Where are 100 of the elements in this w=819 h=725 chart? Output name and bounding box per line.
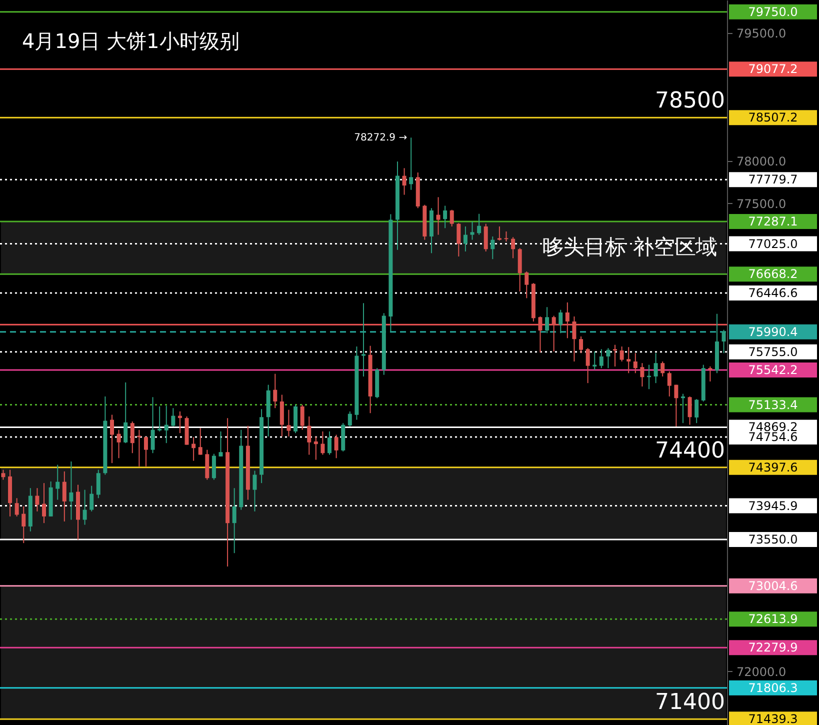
ref-line-label: 75755.0 bbox=[748, 344, 798, 359]
candlestick bbox=[565, 302, 570, 339]
ref-line-label: 75990.4 bbox=[748, 324, 798, 339]
candlestick bbox=[212, 453, 216, 480]
ref-line-label: 78507.2 bbox=[748, 110, 798, 125]
candlestick bbox=[497, 226, 502, 241]
candlestick bbox=[443, 205, 448, 229]
candlestick bbox=[654, 352, 658, 384]
candlestick bbox=[572, 316, 576, 362]
y-tick-label: 77500.0 bbox=[736, 196, 786, 211]
candlestick bbox=[694, 398, 699, 424]
candlestick bbox=[334, 434, 338, 459]
annotation: 74400 bbox=[655, 438, 725, 464]
ref-line-label: 73550.0 bbox=[748, 532, 798, 546]
candlestick bbox=[205, 449, 210, 480]
ref-line-label: 73004.6 bbox=[748, 578, 798, 593]
candlestick bbox=[558, 309, 563, 334]
ref-line-label: 72279.9 bbox=[748, 640, 798, 655]
candlestick bbox=[286, 409, 291, 437]
candlestick bbox=[620, 346, 624, 362]
candlestick bbox=[511, 236, 516, 259]
candlestick bbox=[490, 236, 495, 260]
candlestick bbox=[660, 360, 665, 377]
candlestick bbox=[124, 382, 128, 444]
candlestick bbox=[130, 420, 134, 454]
annotation: 78500 bbox=[655, 88, 725, 114]
candlestick bbox=[90, 485, 94, 512]
candlestick bbox=[314, 436, 318, 460]
candlestick bbox=[722, 329, 726, 354]
candlestick bbox=[252, 470, 257, 512]
candlestick bbox=[579, 336, 584, 354]
candlestick bbox=[613, 344, 618, 367]
ref-line-label: 71806.3 bbox=[748, 680, 798, 695]
text: 4月19日 大饼1小时级别 bbox=[22, 29, 240, 53]
y-tick-label: 78000.0 bbox=[736, 154, 786, 168]
ref-line-label: 79750.0 bbox=[748, 4, 798, 19]
ref-line-label: 77025.0 bbox=[748, 236, 798, 251]
candlestick bbox=[232, 488, 236, 554]
candlestick bbox=[35, 488, 40, 512]
candlestick bbox=[599, 348, 604, 369]
ref-line-label: 77779.7 bbox=[748, 172, 798, 187]
candlestick bbox=[586, 348, 590, 384]
candlestick bbox=[192, 436, 196, 462]
ref-line-label: 79077.2 bbox=[748, 62, 798, 76]
candlestick bbox=[463, 226, 468, 252]
candlestick bbox=[307, 416, 312, 456]
candlestick bbox=[674, 384, 678, 427]
candlestick bbox=[484, 223, 488, 252]
candlestick bbox=[1, 469, 6, 480]
ref-line-label: 76446.6 bbox=[748, 286, 798, 300]
annotation: 71400 bbox=[655, 690, 725, 716]
y-tick-label: 72000.0 bbox=[736, 664, 786, 679]
candlestick bbox=[470, 221, 474, 240]
candlestick bbox=[688, 396, 692, 426]
candlestick bbox=[273, 373, 278, 409]
candlestick bbox=[538, 316, 542, 353]
candlestick bbox=[110, 414, 114, 464]
ref-line-label: 73945.9 bbox=[748, 498, 798, 513]
candlestick bbox=[218, 430, 223, 457]
candlestick bbox=[198, 428, 202, 456]
candlestick bbox=[328, 430, 332, 456]
candlestick bbox=[22, 506, 26, 544]
candlestick bbox=[164, 405, 168, 444]
candlestick bbox=[640, 362, 644, 387]
candlestick bbox=[362, 302, 366, 377]
candlestick bbox=[62, 470, 66, 522]
candlestick bbox=[504, 230, 508, 242]
ref-line-label: 74397.6 bbox=[748, 460, 798, 474]
ref-line-label: 75133.4 bbox=[748, 398, 798, 412]
ref-line-label: 71439.3 bbox=[748, 712, 798, 725]
candlestick bbox=[708, 366, 712, 382]
y-tick-label: 79500.0 bbox=[736, 26, 786, 41]
candlestick bbox=[116, 429, 121, 459]
candlestick bbox=[667, 370, 672, 397]
candlestick bbox=[300, 404, 304, 430]
candlestick bbox=[150, 396, 155, 454]
candlestick bbox=[450, 209, 454, 227]
candlestick bbox=[552, 315, 556, 352]
candlestick bbox=[158, 406, 162, 432]
annotation: 78272.9 → bbox=[354, 132, 408, 144]
candlestick bbox=[320, 430, 325, 456]
candlestick bbox=[606, 348, 610, 369]
candlestick bbox=[477, 213, 482, 236]
candlestick bbox=[545, 306, 550, 334]
candlestick bbox=[96, 469, 100, 499]
ref-line-label: 75542.2 bbox=[748, 362, 798, 377]
candlestick bbox=[42, 482, 46, 524]
candlestick bbox=[626, 346, 631, 374]
candlestick bbox=[280, 394, 284, 437]
candlestick bbox=[524, 270, 529, 299]
candlestick bbox=[518, 248, 522, 292]
candlestick bbox=[56, 464, 60, 500]
ref-line-label: 77287.1 bbox=[748, 214, 798, 228]
candlestick bbox=[409, 137, 414, 190]
candlestick bbox=[402, 168, 406, 196]
candlestick bbox=[69, 460, 74, 520]
candlestick bbox=[436, 196, 440, 236]
ref-line-label: 76668.2 bbox=[748, 267, 798, 282]
candlestick bbox=[456, 222, 461, 257]
candlestick bbox=[171, 408, 176, 427]
